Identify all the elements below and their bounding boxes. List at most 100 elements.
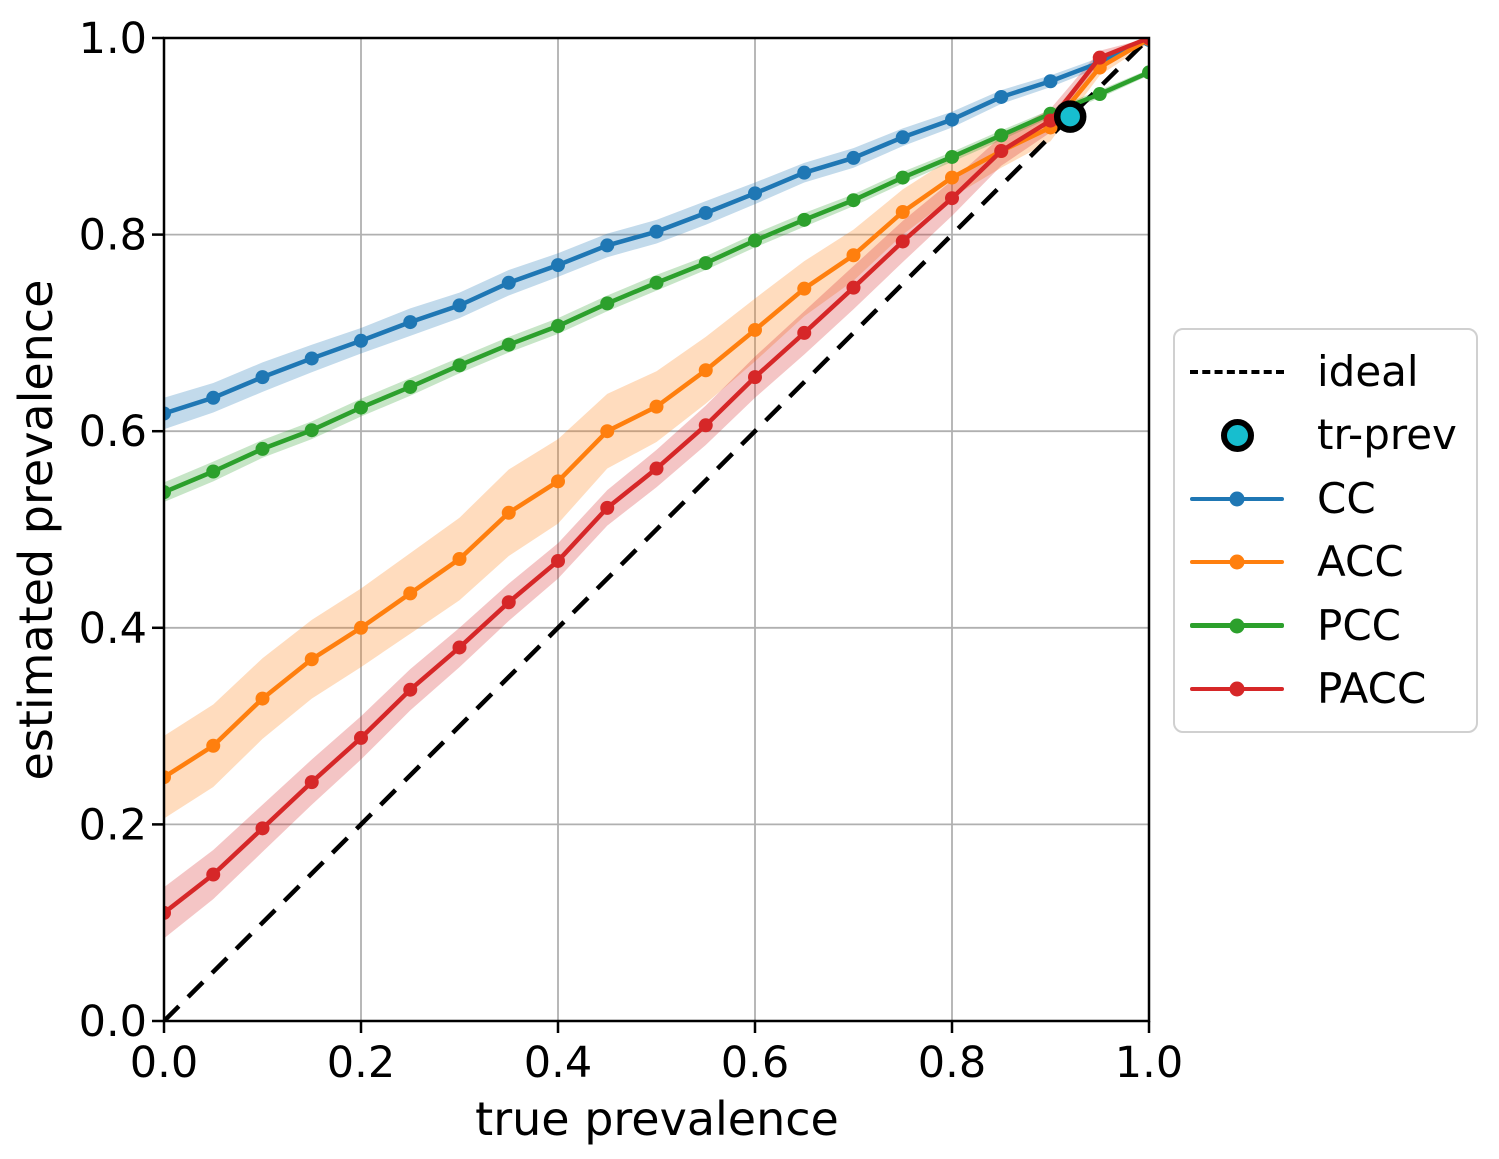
cc-marker (164, 406, 171, 421)
pacc-marker (164, 905, 171, 920)
acc-marker (600, 424, 615, 439)
pacc-marker (403, 682, 418, 697)
legend-label-ideal: ideal (1317, 347, 1419, 396)
pcc-marker (748, 233, 762, 248)
pacc-marker (255, 821, 270, 836)
pcc-marker (698, 256, 713, 271)
acc-line-icon (1190, 554, 1284, 570)
cc-marker (304, 351, 319, 366)
pcc-marker (895, 170, 910, 185)
acc-marker (649, 399, 664, 414)
pcc-marker (452, 358, 467, 373)
pacc-marker (748, 370, 762, 385)
acc-marker (895, 204, 910, 219)
pcc-marker (403, 379, 418, 394)
ideal-dashed-line-icon (1190, 370, 1284, 374)
pcc-marker-icon (1229, 618, 1245, 634)
pcc-marker (551, 319, 565, 334)
pacc-marker (649, 461, 664, 476)
cc-marker (895, 130, 910, 145)
acc-marker (452, 551, 467, 566)
acc-marker (164, 770, 171, 785)
pacc-marker (501, 595, 516, 610)
cc-line-icon (1190, 491, 1284, 507)
cc-marker (501, 275, 516, 290)
acc-marker (206, 738, 221, 753)
pcc-line-icon (1190, 618, 1284, 634)
x-axis-label: true prevalence (475, 1092, 839, 1146)
pcc-marker (994, 128, 1009, 143)
pacc-marker (452, 640, 467, 655)
cc-marker (698, 205, 713, 220)
ideal-line (164, 38, 1149, 1021)
legend-label-cc: CC (1317, 473, 1376, 523)
acc-marker (255, 691, 270, 706)
legend-label-pacc: PACC (1317, 663, 1427, 713)
x-tick-label: 0.0 (130, 1038, 198, 1088)
legend: ideal tr-prev CC ACC PCC PACC (1173, 328, 1478, 733)
acc-confidence-band (164, 38, 1149, 819)
acc-marker (945, 170, 959, 185)
acc-marker (797, 281, 812, 296)
cc-marker (551, 258, 565, 273)
pacc-marker (994, 144, 1009, 159)
pcc-marker (354, 400, 368, 415)
pacc-marker (354, 730, 368, 745)
pacc-marker (1142, 38, 1149, 45)
cc-marker (649, 224, 664, 239)
axes-spines (162, 36, 1151, 1023)
legend-entry-ideal: ideal (1175, 342, 1476, 402)
legend-entry-cc: CC (1175, 469, 1476, 529)
cc-marker (846, 150, 861, 165)
pacc-marker (846, 280, 861, 295)
acc-marker (698, 363, 713, 378)
y-axis-label: estimated prevalence (9, 279, 63, 781)
cc-marker (354, 333, 368, 348)
acc-marker (304, 652, 319, 667)
cc-marker (748, 186, 762, 201)
pcc-marker (1092, 87, 1107, 102)
cc-marker (403, 315, 418, 330)
y-tick-label: 0.8 (79, 211, 147, 261)
y-tick-label: 0.6 (79, 407, 147, 457)
pacc-marker (551, 553, 565, 568)
legend-label-pcc: PCC (1317, 600, 1401, 650)
acc-marker (354, 620, 368, 635)
pacc-marker (945, 191, 959, 206)
acc-marker (403, 586, 418, 601)
x-tick-label: 0.6 (721, 1038, 789, 1088)
cc-marker (797, 165, 812, 180)
y-tick-label: 0.4 (79, 604, 147, 654)
pacc-line-icon (1190, 681, 1284, 697)
pcc-marker (206, 464, 221, 479)
y-tick-label: 0.2 (79, 800, 147, 850)
pacc-marker (797, 325, 812, 340)
tr-prev-marker (1053, 100, 1087, 133)
pcc-marker (600, 296, 615, 311)
x-tick-label: 0.2 (327, 1038, 395, 1088)
y-tick-label: 0.0 (79, 997, 147, 1047)
cc-marker (600, 238, 615, 253)
cc-marker (255, 370, 270, 385)
tr-prev-circle-icon (1220, 418, 1254, 452)
legend-entry-acc: ACC (1175, 532, 1476, 592)
pacc-marker (600, 500, 615, 515)
legend-label-tr-prev: tr-prev (1317, 410, 1457, 460)
legend-label-acc: ACC (1317, 537, 1404, 587)
cc-marker (452, 298, 467, 313)
cc-marker-icon (1229, 491, 1245, 507)
pcc-marker (1142, 65, 1149, 80)
pacc-marker (206, 867, 221, 882)
acc-marker (846, 248, 861, 263)
pcc-marker (797, 212, 812, 227)
pacc-confidence-band (164, 38, 1149, 939)
pcc-marker (649, 275, 664, 290)
pcc-marker (164, 485, 171, 500)
legend-entry-pacc: PACC (1175, 659, 1476, 719)
acc-marker (748, 322, 762, 337)
acc-marker (501, 505, 516, 520)
pcc-marker (846, 193, 861, 208)
pcc-marker (255, 441, 270, 456)
